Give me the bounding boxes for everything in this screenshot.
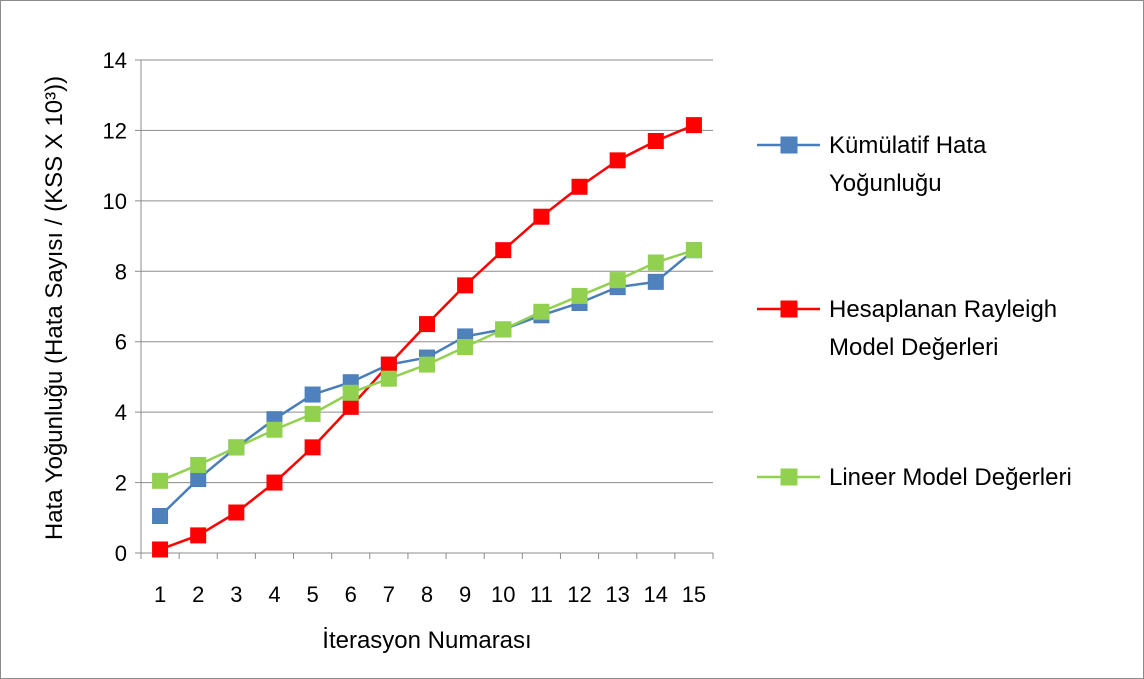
x-tick-labels: 1 2 3 4 5 6 7 8 9 10 11 12 13 14 15	[154, 582, 706, 607]
x-tick-label: 14	[644, 582, 668, 607]
legend-item-3: Lineer Model Değerleri	[757, 464, 1072, 491]
y-tick-label: 6	[115, 330, 127, 355]
data-point	[190, 527, 207, 544]
x-tick-label: 3	[230, 582, 242, 607]
data-point	[609, 272, 626, 289]
data-point	[304, 386, 321, 403]
series-line	[159, 123, 695, 551]
x-tick-label: 9	[459, 582, 471, 607]
gridlines	[141, 59, 713, 484]
x-tick-label: 5	[306, 582, 318, 607]
y-axis-title: Hata Yoğunluğu (Hata Sayısı / (KSS X 10³…	[41, 76, 68, 540]
data-point	[304, 439, 321, 456]
data-point	[380, 356, 397, 373]
data-point	[266, 474, 283, 491]
x-tick-label: 1	[154, 582, 166, 607]
y-tick-label: 8	[115, 259, 127, 284]
data-point	[571, 287, 588, 304]
x-tick-label: 10	[491, 582, 515, 607]
legend: Kümülatif Hata Yoğunluğu Hesaplanan Raylei…	[757, 132, 1072, 491]
data-point	[342, 384, 359, 401]
y-tick-label: 0	[115, 541, 127, 566]
data-point	[495, 242, 512, 259]
data-point	[457, 277, 474, 294]
x-axis-title: İterasyon Numarası	[322, 627, 531, 654]
legend-swatch-marker	[780, 300, 798, 318]
x-tick-label: 11	[530, 582, 553, 607]
series-3	[152, 242, 702, 489]
data-point	[419, 316, 435, 333]
legend-label: Model Değerleri	[829, 334, 998, 361]
series-2	[152, 117, 702, 558]
data-point	[647, 273, 664, 290]
y-tick-label: 14	[103, 48, 127, 73]
axes	[135, 59, 714, 559]
data-point	[647, 254, 664, 271]
legend-item-2: Hesaplanan Rayleigh Model Değerleri	[757, 296, 1057, 361]
data-point	[304, 405, 321, 422]
y-tick-label: 2	[115, 471, 127, 496]
legend-swatch-marker	[780, 136, 798, 154]
y-tick-label: 12	[103, 118, 127, 143]
x-tick-label: 7	[383, 582, 395, 607]
x-tick-label: 12	[567, 582, 591, 607]
legend-label: Yoğunluğu	[829, 170, 942, 197]
x-tick-label: 8	[421, 582, 433, 607]
data-point	[533, 303, 550, 320]
x-tick-label: 15	[682, 582, 706, 607]
data-point	[228, 504, 245, 521]
data-point	[190, 471, 207, 488]
data-point	[342, 398, 359, 415]
data-point	[457, 338, 474, 355]
data-point	[266, 421, 283, 438]
y-tick-labels: 0 2 4 6 8 10 12 14	[103, 48, 127, 566]
x-tick-label: 4	[268, 582, 280, 607]
data-point	[647, 132, 664, 149]
data-point	[609, 152, 626, 169]
legend-swatch-marker	[780, 468, 798, 486]
legend-label: Lineer Model Değerleri	[829, 464, 1072, 491]
data-point	[571, 178, 588, 195]
y-tick-label: 4	[115, 400, 127, 425]
data-point	[380, 370, 397, 387]
x-tick-label: 6	[345, 582, 357, 607]
data-point	[190, 456, 207, 473]
legend-item-1: Kümülatif Hata Yoğunluğu	[757, 132, 987, 197]
legend-label: Kümülatif Hata	[829, 132, 987, 159]
data-point	[152, 508, 169, 525]
data-point	[152, 541, 169, 558]
y-tick-label: 10	[103, 189, 127, 214]
series-layer	[152, 117, 702, 558]
data-point	[228, 439, 245, 456]
data-point	[152, 472, 169, 489]
x-tick-label: 13	[605, 582, 629, 607]
data-point	[419, 356, 435, 373]
data-point	[533, 208, 550, 225]
data-point	[495, 321, 512, 338]
data-point	[685, 242, 702, 259]
legend-label: Hesaplanan Rayleigh	[829, 296, 1057, 323]
x-tick-label: 2	[192, 582, 204, 607]
data-point	[685, 117, 702, 134]
